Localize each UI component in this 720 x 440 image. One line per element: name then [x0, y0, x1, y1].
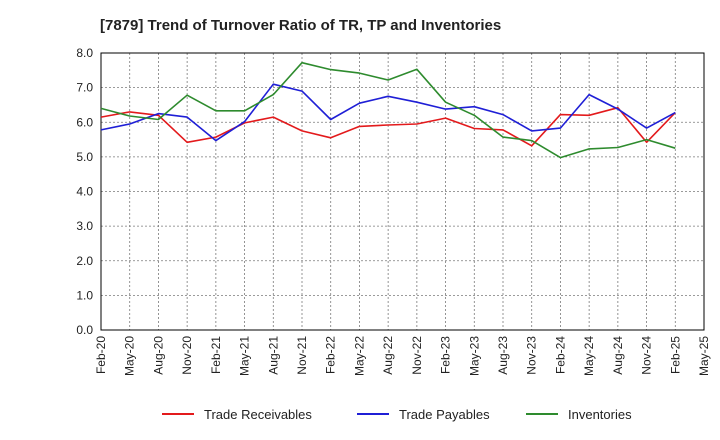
- x-tick-label: May-24: [582, 336, 596, 376]
- series-line-trade-receivables: [100, 106, 676, 147]
- x-tick-label: May-21: [238, 336, 252, 376]
- plot-area: [100, 52, 705, 331]
- x-tick-label: Aug-20: [151, 336, 165, 375]
- x-tick-label: Feb-22: [324, 336, 338, 374]
- y-tick-label: 7.0: [76, 81, 93, 95]
- y-tick-label: 3.0: [76, 219, 93, 233]
- x-tick-label: May-25: [697, 336, 711, 376]
- chart-title: [7879] Trend of Turnover Ratio of TR, TP…: [100, 17, 501, 34]
- x-tick-label: Aug-24: [611, 336, 625, 375]
- x-tick-label: Nov-20: [180, 336, 194, 375]
- legend-label: Inventories: [568, 407, 632, 422]
- y-tick-label: 8.0: [76, 46, 93, 60]
- x-tick-label: Nov-23: [525, 336, 539, 375]
- y-tick-label: 0.0: [76, 323, 93, 337]
- x-tick-label: Nov-22: [410, 336, 424, 375]
- y-tick-label: 6.0: [76, 115, 93, 129]
- x-axis: Feb-20 May-20 Aug-20 Nov-20 Feb-21 May-21 Aug-…: [94, 336, 711, 376]
- series-line-trade-payables: [100, 83, 676, 142]
- x-tick-label: Nov-24: [640, 336, 654, 375]
- x-tick-label: Aug-22: [381, 336, 395, 375]
- x-tick-label: Feb-20: [94, 336, 108, 374]
- x-tick-label: May-22: [352, 336, 366, 376]
- x-tick-label: Feb-24: [553, 336, 567, 374]
- y-tick-label: 4.0: [76, 185, 93, 199]
- x-tick-label: Aug-21: [266, 336, 280, 375]
- y-tick-label: 1.0: [76, 288, 93, 302]
- x-tick-label: Aug-23: [496, 336, 510, 375]
- legend-label: Trade Receivables: [204, 407, 312, 422]
- grid: [101, 53, 704, 330]
- x-tick-label: Feb-23: [439, 336, 453, 374]
- x-tick-label: Nov-21: [295, 336, 309, 375]
- series-lines: [100, 61, 676, 159]
- x-tick-label: May-23: [467, 336, 481, 376]
- y-axis: 0.0 1.0 2.0 3.0 4.0 5.0 6.0 7.0 8.0: [76, 46, 93, 337]
- legend-label: Trade Payables: [399, 407, 490, 422]
- y-tick-label: 5.0: [76, 150, 93, 164]
- legend: Trade Receivables Trade Payables Inventori…: [162, 407, 632, 422]
- x-tick-label: Feb-25: [668, 336, 682, 374]
- x-tick-label: May-20: [123, 336, 137, 376]
- y-tick-label: 2.0: [76, 254, 93, 268]
- series-line-inventories: [100, 61, 676, 159]
- x-tick-label: Feb-21: [209, 336, 223, 374]
